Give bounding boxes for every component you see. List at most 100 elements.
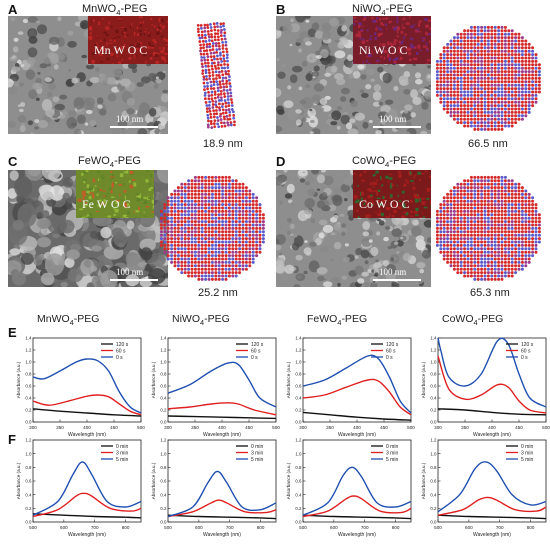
- legend-entry: 120 s: [386, 342, 399, 348]
- series-line-0-min: [168, 515, 276, 518]
- y-tick-label: 0.0: [25, 520, 32, 525]
- y-tick-label: 0.2: [25, 408, 32, 413]
- y-tick-label: 1.0: [295, 451, 302, 456]
- elemental-map-inset-b: Ni W O C: [353, 16, 431, 64]
- y-tick-label: 0.6: [430, 384, 437, 389]
- y-tick-label: 0.0: [295, 520, 302, 525]
- particle-size-label-b: 66.5 nm: [468, 138, 508, 150]
- chart-title: FeWO4-PEG: [307, 313, 367, 327]
- x-tick-label: 500: [407, 425, 415, 430]
- elemental-map-inset-a: Mn W O C: [88, 16, 168, 64]
- x-tick-label: 500: [299, 525, 307, 530]
- y-tick-label: 1.2: [160, 438, 167, 443]
- x-tick-label: 350: [461, 425, 469, 430]
- x-tick-label: 500: [542, 425, 550, 430]
- series-line-3-min: [168, 500, 276, 516]
- legend-entry: 5 min: [116, 457, 128, 463]
- x-tick-label: 450: [515, 425, 523, 430]
- x-tick-label: 300: [29, 425, 37, 430]
- y-tick-label: 0.4: [295, 492, 302, 497]
- y-tick-label: 1.2: [25, 438, 32, 443]
- x-tick-label: 500: [164, 525, 172, 530]
- y-tick-label: 1.4: [295, 336, 302, 341]
- series-line-60-s: [168, 403, 276, 415]
- legend-entry: 60 s: [251, 348, 261, 354]
- y-tick-label: 0.8: [25, 372, 32, 377]
- x-tick-label: 600: [465, 525, 473, 530]
- chart-title-material: MnWO: [37, 313, 70, 325]
- chart-title: NiWO4-PEG: [172, 313, 230, 327]
- y-tick-label: 0.4: [295, 396, 302, 401]
- x-tick-label: 500: [137, 425, 145, 430]
- legend-entry: 120 s: [116, 342, 129, 348]
- legend-entry: 60 s: [386, 348, 396, 354]
- x-tick-label: 800: [122, 525, 130, 530]
- y-tick-label: 0.8: [25, 465, 32, 470]
- x-tick-label: 350: [326, 425, 334, 430]
- y-tick-label: 1.2: [430, 348, 437, 353]
- elemental-map-inset-c: Fe W O C: [76, 170, 154, 218]
- x-tick-label: 450: [245, 425, 253, 430]
- y-tick-label: 0.4: [430, 492, 437, 497]
- chart-title-suffix: -PEG: [341, 313, 367, 325]
- legend-entry: 60 s: [116, 348, 126, 354]
- series-line-0-s: [168, 362, 276, 407]
- x-axis-label: Wavelength (nm): [203, 532, 241, 538]
- y-tick-label: 0.2: [160, 506, 167, 511]
- legend-entry: 0 min: [521, 444, 533, 450]
- y-tick-label: 0.2: [295, 408, 302, 413]
- y-tick-label: 1.0: [160, 451, 167, 456]
- series-line-0-min: [438, 515, 546, 518]
- y-tick-label: 0.0: [295, 420, 302, 425]
- chart-title-suffix: -PEG: [204, 313, 230, 325]
- panel-title-suffix: -PEG: [386, 3, 413, 15]
- y-tick-label: 0.6: [160, 384, 167, 389]
- y-tick-label: 0.8: [160, 372, 167, 377]
- x-tick-label: 300: [164, 425, 172, 430]
- x-tick-label: 450: [110, 425, 118, 430]
- series-line-5-min: [438, 462, 546, 512]
- panel-title-material: CoWO: [352, 155, 385, 167]
- chart-title-suffix: -PEG: [74, 313, 100, 325]
- scale-bar-label: 100 nm: [379, 114, 406, 124]
- x-tick-label: 500: [272, 425, 280, 430]
- legend-entry: 0 min: [386, 444, 398, 450]
- chart-title: CoWO4-PEG: [442, 313, 503, 327]
- y-tick-label: 0.6: [295, 479, 302, 484]
- particle-size-label-c: 25.2 nm: [198, 287, 238, 299]
- scale-bar: [373, 279, 421, 281]
- x-tick-label: 450: [380, 425, 388, 430]
- legend-entry: 0 min: [116, 444, 128, 450]
- y-tick-label: 0.6: [430, 479, 437, 484]
- crystal-model-c: [156, 172, 268, 289]
- x-tick-label: 400: [353, 425, 361, 430]
- y-axis-label: Absorbance (a.u.): [286, 462, 291, 499]
- y-tick-label: 0.6: [160, 479, 167, 484]
- legend-entry: 3 min: [386, 450, 398, 456]
- legend-entry: 0 min: [251, 444, 263, 450]
- y-tick-label: 0.8: [295, 465, 302, 470]
- y-tick-label: 1.2: [25, 348, 32, 353]
- scale-bar-label: 100 nm: [116, 267, 143, 277]
- panel-label-a: A: [8, 2, 17, 17]
- series-line-0-min: [33, 514, 141, 518]
- x-axis-label: Wavelength (nm): [338, 532, 376, 538]
- x-tick-label: 700: [496, 525, 504, 530]
- y-tick-label: 1.0: [295, 360, 302, 365]
- crystal-model-d: [432, 172, 544, 289]
- series-line-5-min: [168, 471, 276, 516]
- panel-title-material: FeWO: [78, 155, 110, 167]
- y-tick-label: 1.2: [295, 348, 302, 353]
- series-line-3-min: [33, 493, 141, 516]
- y-tick-label: 0.6: [295, 384, 302, 389]
- legend-entry: 120 s: [251, 342, 264, 348]
- y-tick-label: 1.0: [25, 360, 32, 365]
